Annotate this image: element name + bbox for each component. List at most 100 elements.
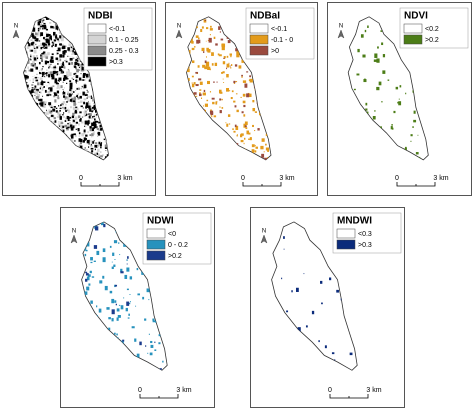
pixel-cluster (126, 259, 128, 261)
pixel-cluster (62, 71, 65, 74)
pixel-cluster (283, 236, 285, 239)
pixel-cluster (154, 349, 157, 351)
pixel-cluster (84, 120, 87, 122)
pixel-cluster (34, 76, 38, 79)
pixel-cluster (70, 123, 72, 125)
pixel-cluster (267, 157, 269, 159)
pixel-cluster (85, 111, 87, 113)
pixel-cluster (159, 368, 162, 371)
pixel-cluster (33, 47, 36, 49)
pixel-cluster (213, 81, 215, 83)
pixel-cluster (99, 151, 102, 154)
pixel-cluster (40, 46, 43, 50)
pixel-cluster (50, 106, 53, 109)
pixel-cluster (32, 88, 35, 92)
pixel-cluster (233, 80, 236, 84)
pixel-cluster (57, 82, 59, 85)
pixel-cluster (44, 76, 46, 77)
pixel-cluster (238, 65, 242, 69)
scale-bar (396, 182, 436, 187)
pixel-cluster (64, 98, 66, 100)
pixel-cluster (86, 103, 88, 106)
pixel-cluster (50, 104, 53, 109)
pixel-cluster (54, 78, 58, 82)
pixel-cluster (120, 305, 124, 310)
pixel-cluster (30, 54, 32, 56)
pixel-cluster (70, 126, 74, 131)
pixel-cluster (69, 120, 71, 121)
pixel-cluster (74, 72, 77, 74)
pixel-cluster (191, 60, 195, 64)
legend-swatch (249, 45, 269, 56)
pixel-cluster (399, 85, 402, 88)
pixel-cluster (150, 344, 154, 348)
pixel-cluster (221, 98, 223, 101)
pixel-cluster (60, 127, 64, 130)
pixel-cluster (45, 72, 48, 75)
pixel-cluster (70, 116, 72, 119)
pixel-cluster (57, 80, 59, 82)
pixel-cluster (49, 87, 53, 92)
pixel-cluster (31, 35, 33, 37)
pixel-cluster (118, 242, 120, 244)
pixel-cluster (222, 71, 225, 74)
pixel-cluster (116, 333, 118, 336)
pixel-cluster (62, 75, 65, 77)
pixel-cluster (50, 114, 54, 117)
pixel-cluster (98, 308, 102, 313)
pixel-cluster (51, 41, 53, 44)
pixel-cluster (55, 71, 58, 74)
pixel-cluster (93, 245, 98, 249)
pixel-cluster (32, 81, 34, 83)
pixel-cluster (76, 78, 78, 81)
pixel-cluster (89, 270, 92, 274)
scale-bar (139, 394, 179, 399)
pixel-cluster (39, 72, 42, 75)
legend-label: >0.2 (425, 37, 439, 44)
pixel-cluster (32, 55, 36, 59)
pixel-cluster (59, 88, 61, 90)
pixel-cluster (69, 106, 72, 109)
pixel-cluster (78, 135, 81, 137)
pixel-cluster (305, 325, 308, 328)
pixel-cluster (55, 107, 58, 109)
pixel-cluster (45, 18, 47, 20)
pixel-cluster (36, 88, 39, 91)
pixel-cluster (55, 35, 58, 39)
pixel-cluster (91, 276, 95, 278)
pixel-cluster (56, 37, 59, 39)
pixel-cluster (81, 62, 84, 66)
pixel-cluster (48, 87, 50, 90)
pixel-cluster (209, 34, 211, 36)
pixel-cluster (69, 117, 72, 119)
pixel-cluster (126, 301, 130, 306)
pixel-cluster (374, 53, 378, 58)
pixel-cluster (98, 153, 101, 155)
pixel-cluster (63, 66, 66, 69)
legend-label: -0.1 - 0 (271, 37, 293, 44)
pixel-cluster (77, 115, 81, 119)
pixel-cluster (193, 92, 197, 95)
pixel-cluster (213, 36, 216, 39)
pixel-cluster (398, 98, 400, 100)
pixel-cluster (60, 69, 63, 72)
pixel-cluster (61, 70, 63, 73)
pixel-cluster (43, 26, 47, 30)
legend-swatch (249, 34, 269, 45)
pixel-cluster (212, 101, 215, 105)
north-arrow (12, 29, 20, 39)
pixel-cluster (46, 72, 48, 74)
pixel-cluster (81, 116, 84, 118)
pixel-cluster (90, 117, 94, 120)
pixel-cluster (42, 27, 44, 30)
pixel-cluster (34, 92, 36, 94)
pixel-cluster (66, 101, 68, 103)
pixel-cluster (67, 68, 69, 71)
pixel-cluster (52, 85, 55, 87)
pixel-cluster (62, 101, 66, 104)
pixel-cluster (63, 51, 66, 55)
pixel-cluster (35, 90, 39, 95)
pixel-cluster (48, 33, 51, 36)
pixel-cluster (136, 268, 139, 271)
